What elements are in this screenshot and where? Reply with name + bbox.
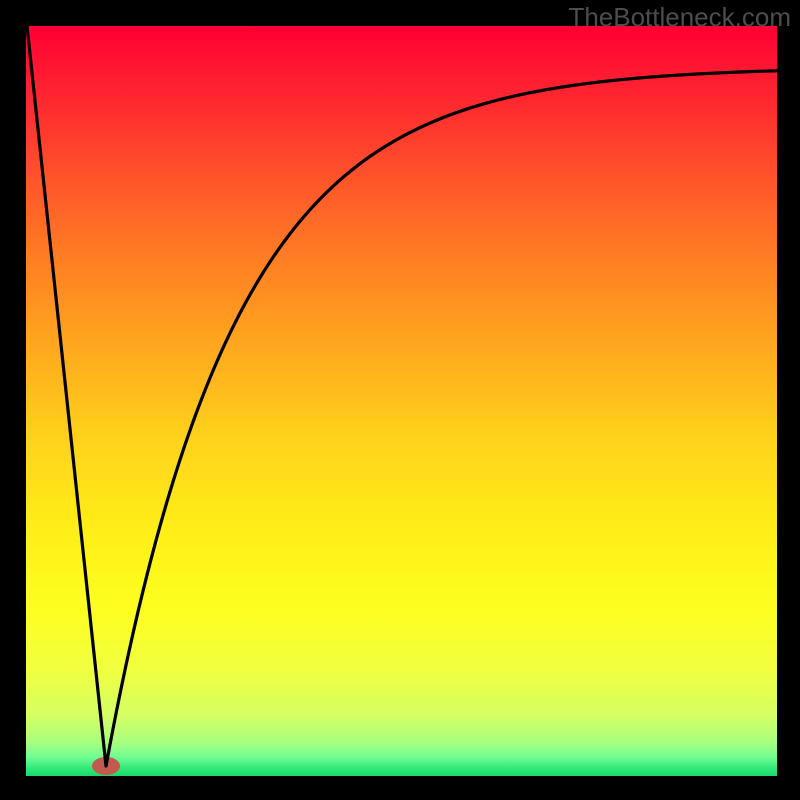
chart-root: TheBottleneck.com: [0, 0, 800, 800]
gradient-panel: [26, 26, 777, 776]
watermark-text: TheBottleneck.com: [568, 2, 791, 33]
